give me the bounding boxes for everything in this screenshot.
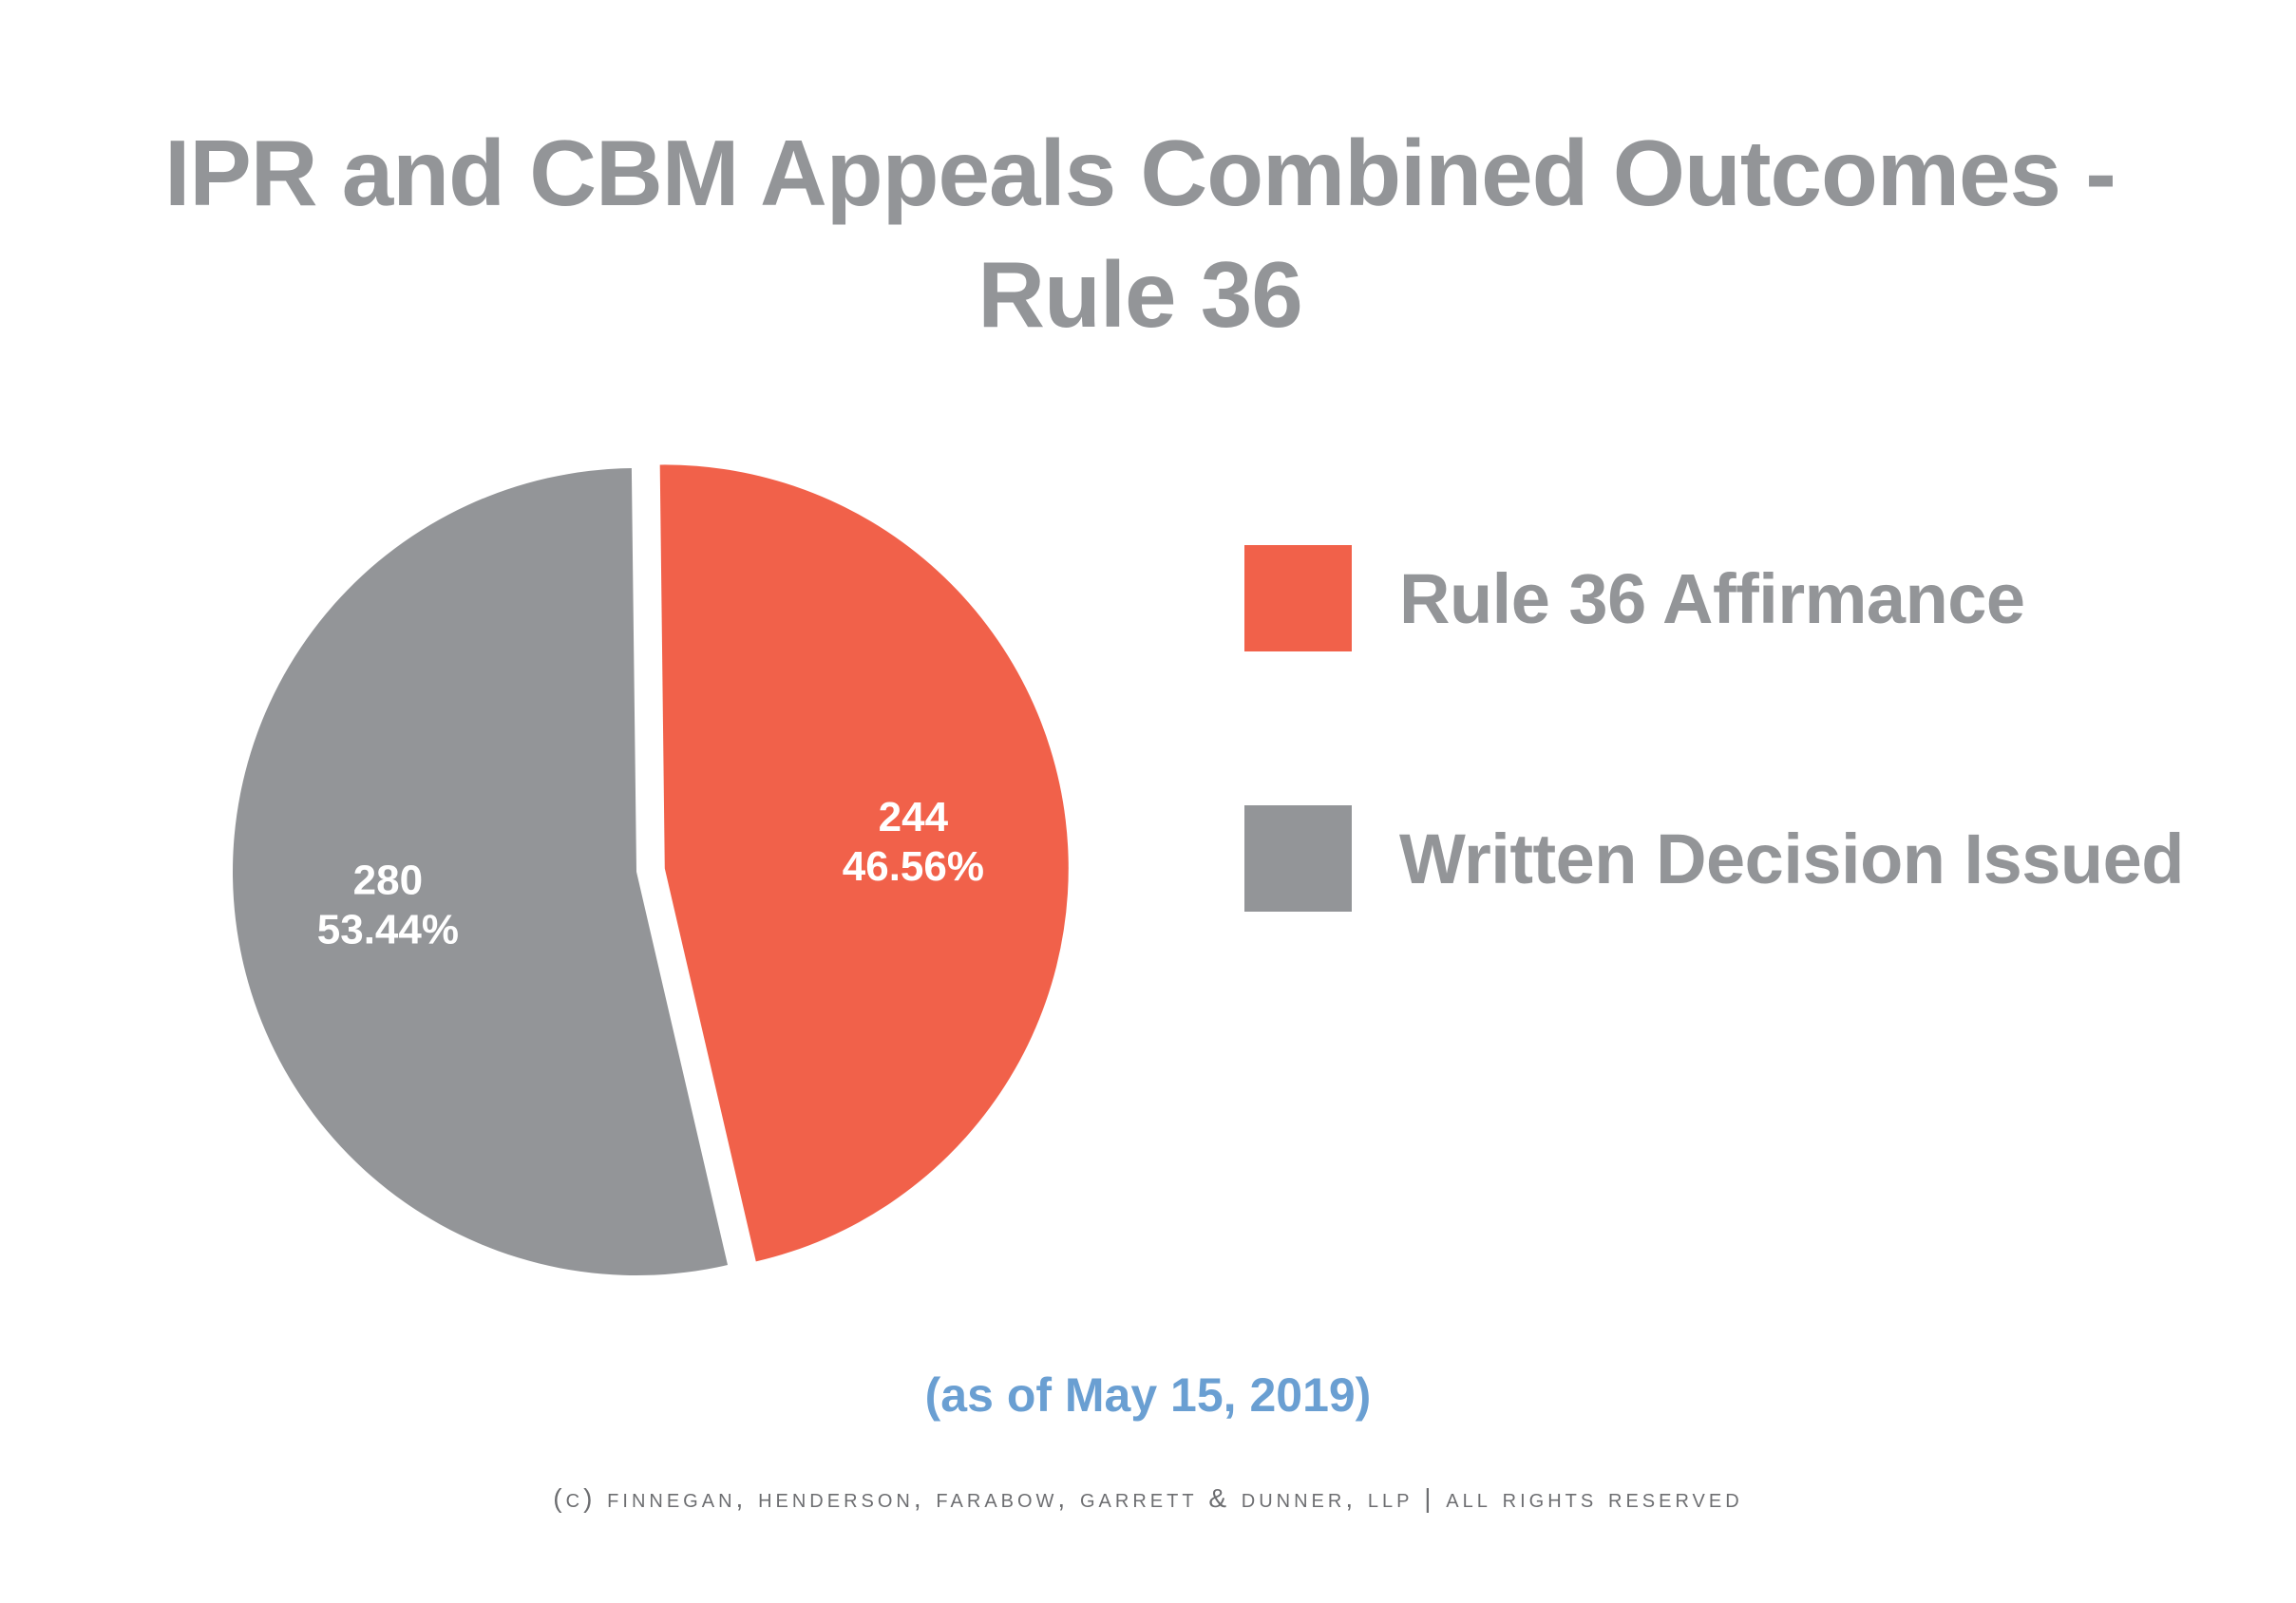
legend-item-rule-36-affirmance: Rule 36 Affirmance bbox=[1244, 545, 2025, 651]
legend-item-written-decision-issued: Written Decision Issued bbox=[1244, 805, 2185, 912]
chart-title: IPR and CBM Appeals Combined Outcomes - … bbox=[95, 112, 2185, 355]
pie-slice-rule-36-affirmance bbox=[659, 464, 1069, 1262]
slice-label-written-decision-percent: 53.44% bbox=[317, 907, 459, 953]
legend-label-rule-36-affirmance: Rule 36 Affirmance bbox=[1399, 558, 2025, 638]
pie-slice-written-decision-issued bbox=[232, 468, 728, 1275]
chart-title-line-2: Rule 36 bbox=[977, 242, 1303, 347]
legend-swatch-rule-36-affirmance bbox=[1244, 545, 1352, 651]
legend-swatch-written-decision-issued bbox=[1244, 805, 1352, 912]
copyright-footer: (c) finnegan, henderson, farabow, garret… bbox=[553, 1483, 1743, 1513]
slice-label-rule-36-percent: 46.56% bbox=[843, 843, 984, 890]
slice-label-written-decision-value: 280 bbox=[353, 858, 423, 904]
as-of-date-note: (as of May 15, 2019) bbox=[924, 1368, 1372, 1422]
slice-label-rule-36-value: 244 bbox=[879, 794, 949, 840]
legend-label-written-decision-issued: Written Decision Issued bbox=[1399, 819, 2185, 898]
chart-title-line-1: IPR and CBM Appeals Combined Outcomes - bbox=[164, 121, 2116, 225]
